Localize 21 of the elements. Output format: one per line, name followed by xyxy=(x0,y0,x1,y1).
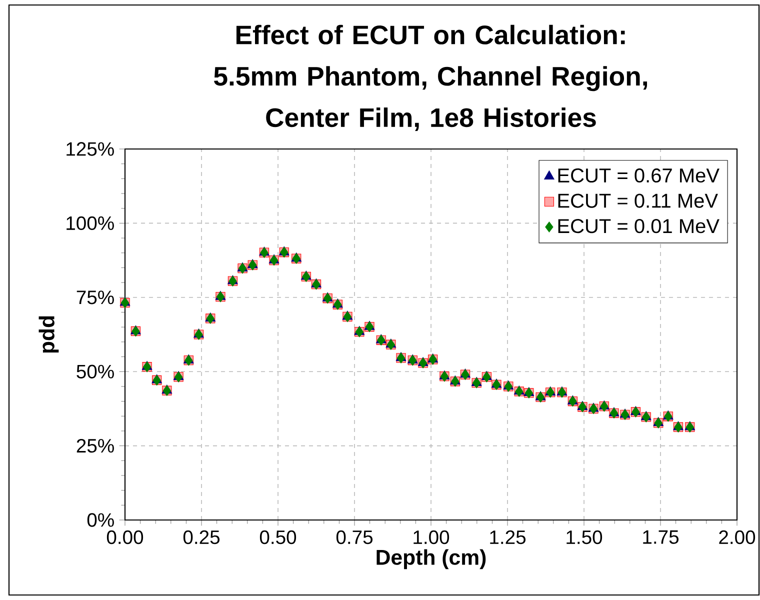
x-tick-label: 0.50 xyxy=(260,530,296,544)
x-tick-label: 1.50 xyxy=(566,530,602,544)
x-tick-label: 0.25 xyxy=(183,530,220,544)
legend-label: ECUT = 0.01 MeV xyxy=(558,218,720,234)
chart-title: Effect of ECUT on Calculation: 5.5mm Phantom, Channel Region, Center Film, 1e8 Histories xyxy=(214,24,648,131)
y-tick-label: 25% xyxy=(76,438,114,453)
y-tick-label: 0% xyxy=(87,513,114,527)
y-tick-label: 75% xyxy=(76,290,114,304)
x-tick-label: 1.00 xyxy=(414,530,450,544)
y-axis-title: pdd xyxy=(38,316,59,353)
x-tick-label: 1.75 xyxy=(643,530,679,544)
legend-label: ECUT = 0.67 MeV xyxy=(558,168,720,183)
x-tick-label: 2.00 xyxy=(719,530,756,544)
y-tick-label: 100% xyxy=(66,216,114,230)
y-tick-label: 50% xyxy=(76,364,114,378)
x-tick-label: 1.25 xyxy=(490,530,526,544)
legend-label: ECUT = 0.11 MeV xyxy=(558,194,718,208)
y-tick-label: 125% xyxy=(66,142,114,156)
x-tick-label: 0.00 xyxy=(106,530,144,544)
x-axis-title: Depth (cm) xyxy=(376,549,486,570)
x-tick-label: 0.75 xyxy=(336,530,373,544)
